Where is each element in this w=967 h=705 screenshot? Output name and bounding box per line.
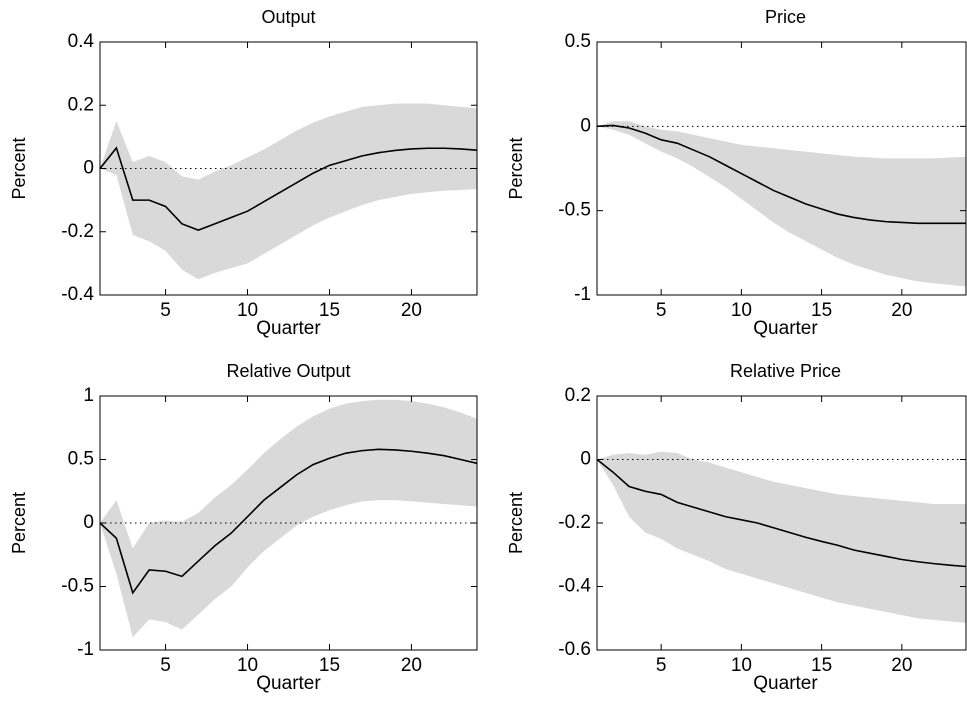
y-tick-label: 0 xyxy=(83,512,94,533)
y-tick-label: 0.4 xyxy=(68,31,95,52)
confidence-band xyxy=(597,121,966,287)
response-line xyxy=(596,124,966,225)
subplot: 5 10 15 20 -0.6 -0.4 -0.2 0 0.2 Relative Price Qua… xyxy=(506,361,967,694)
y-tick-label: -0.6 xyxy=(558,639,591,660)
y-tick-label: 0.2 xyxy=(565,385,591,406)
subplot-title: Relative Output xyxy=(226,361,350,381)
x-tick-label: 10 xyxy=(731,655,752,676)
y-tick-label: 0.5 xyxy=(68,449,94,470)
response-line xyxy=(99,448,478,595)
y-tick-label: 0 xyxy=(83,158,94,179)
subplot: 5 10 15 20 -1 -0.5 0 0.5 Price Quarter Percent xyxy=(506,7,967,339)
y-tick-label: -0.5 xyxy=(61,576,94,597)
confidence-band xyxy=(597,451,966,624)
y-axis-label: Percent xyxy=(9,137,29,199)
x-axis-label: Quarter xyxy=(256,673,321,694)
x-tick-label: 15 xyxy=(811,655,832,676)
subplot: 5 10 15 20 -1 -0.5 0 0.5 1 Relative Output Quarter… xyxy=(9,361,478,694)
x-axis-label: Quarter xyxy=(753,673,818,694)
x-tick-label: 15 xyxy=(319,655,340,676)
x-tick-label: 20 xyxy=(891,655,912,676)
y-tick-label: -1 xyxy=(77,639,94,660)
subplot: 5 10 15 20 -0.4 -0.2 0 0.2 0.4 Output Quarter Perce… xyxy=(9,7,478,339)
y-axis-label: Percent xyxy=(506,492,526,554)
x-tick-label: 20 xyxy=(891,300,912,321)
y-tick-label: 0.2 xyxy=(68,94,94,115)
x-tick-label: 10 xyxy=(237,655,258,676)
confidence-band xyxy=(100,103,477,280)
x-tick-label: 10 xyxy=(237,300,258,321)
y-tick-label: 0.5 xyxy=(565,31,591,52)
x-axis-label: Quarter xyxy=(753,318,818,339)
x-tick-label: 10 xyxy=(731,300,752,321)
confidence-band xyxy=(100,399,477,638)
x-tick-label: 5 xyxy=(656,300,667,321)
y-tick-label: 0 xyxy=(580,115,591,136)
y-tick-label: -0.2 xyxy=(558,512,591,533)
x-tick-label: 5 xyxy=(160,300,171,321)
y-tick-label: 1 xyxy=(83,385,94,406)
y-tick-label: -0.4 xyxy=(61,284,94,305)
subplot-title: Relative Price xyxy=(730,361,841,381)
x-tick-label: 15 xyxy=(811,300,832,321)
y-axis-label: Percent xyxy=(9,492,29,554)
x-tick-label: 20 xyxy=(401,300,422,321)
subplot-title: Output xyxy=(261,7,315,27)
x-tick-label: 15 xyxy=(319,300,340,321)
subplot-title: Price xyxy=(765,7,806,27)
y-tick-label: -1 xyxy=(574,284,591,305)
x-axis-label: Quarter xyxy=(256,318,321,339)
y-tick-label: -0.2 xyxy=(61,221,94,242)
x-tick-label: 5 xyxy=(160,655,171,676)
x-tick-label: 20 xyxy=(401,655,422,676)
y-tick-label: 0 xyxy=(580,449,591,470)
axes-box xyxy=(596,41,967,296)
y-tick-label: -0.5 xyxy=(558,200,591,221)
y-tick-label: -0.4 xyxy=(558,576,591,597)
response-line xyxy=(99,146,478,232)
y-axis-label: Percent xyxy=(506,137,526,199)
response-line xyxy=(596,458,967,568)
x-tick-label: 5 xyxy=(656,655,667,676)
